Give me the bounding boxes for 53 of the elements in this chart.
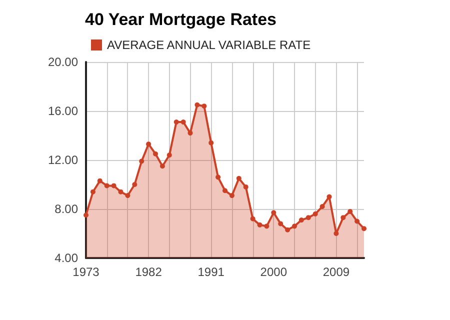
point xyxy=(146,142,152,147)
point xyxy=(250,216,256,222)
point xyxy=(354,218,360,224)
y-tick-label: 4.00 xyxy=(54,251,78,265)
point xyxy=(312,211,318,216)
point xyxy=(340,215,346,220)
y-tick-label: 16.00 xyxy=(48,104,78,118)
point xyxy=(298,218,304,223)
point xyxy=(139,158,144,164)
point xyxy=(271,210,276,216)
point xyxy=(166,152,172,158)
point xyxy=(326,194,332,200)
point xyxy=(174,120,179,125)
point xyxy=(257,222,262,228)
point xyxy=(292,224,297,229)
point xyxy=(348,208,353,214)
x-tick-label: 2000 xyxy=(260,265,288,279)
point xyxy=(97,178,102,184)
point xyxy=(222,188,228,194)
point xyxy=(264,224,270,229)
point xyxy=(125,193,130,198)
point xyxy=(306,215,311,220)
point xyxy=(362,226,366,232)
point xyxy=(243,184,248,190)
point xyxy=(334,231,339,236)
point xyxy=(160,164,165,169)
point xyxy=(132,182,138,187)
point xyxy=(216,174,221,180)
chart-title: 40 Year Mortgage Rates xyxy=(85,10,276,29)
point xyxy=(90,189,96,194)
x-tick-label: 2009 xyxy=(322,265,350,279)
x-tick-label: 1973 xyxy=(72,265,100,279)
point xyxy=(202,104,207,109)
legend-label: AVERAGE ANNUAL VARIABLE RATE xyxy=(107,38,311,52)
y-tick-label: 20.00 xyxy=(48,55,78,69)
x-tick-label: 1982 xyxy=(135,265,162,279)
point xyxy=(118,189,124,194)
point xyxy=(153,151,158,156)
point xyxy=(194,102,200,108)
point xyxy=(180,120,186,125)
point xyxy=(236,176,242,181)
point xyxy=(104,183,110,188)
y-tick-label: 8.00 xyxy=(54,202,78,216)
x-tick-label: 1991 xyxy=(198,265,225,279)
point xyxy=(208,140,214,146)
point xyxy=(285,227,290,232)
point xyxy=(320,204,325,210)
point xyxy=(188,130,193,136)
point xyxy=(84,212,88,218)
y-tick-label: 12.00 xyxy=(48,153,78,167)
point xyxy=(278,221,284,226)
point xyxy=(111,183,116,188)
point xyxy=(229,193,234,198)
